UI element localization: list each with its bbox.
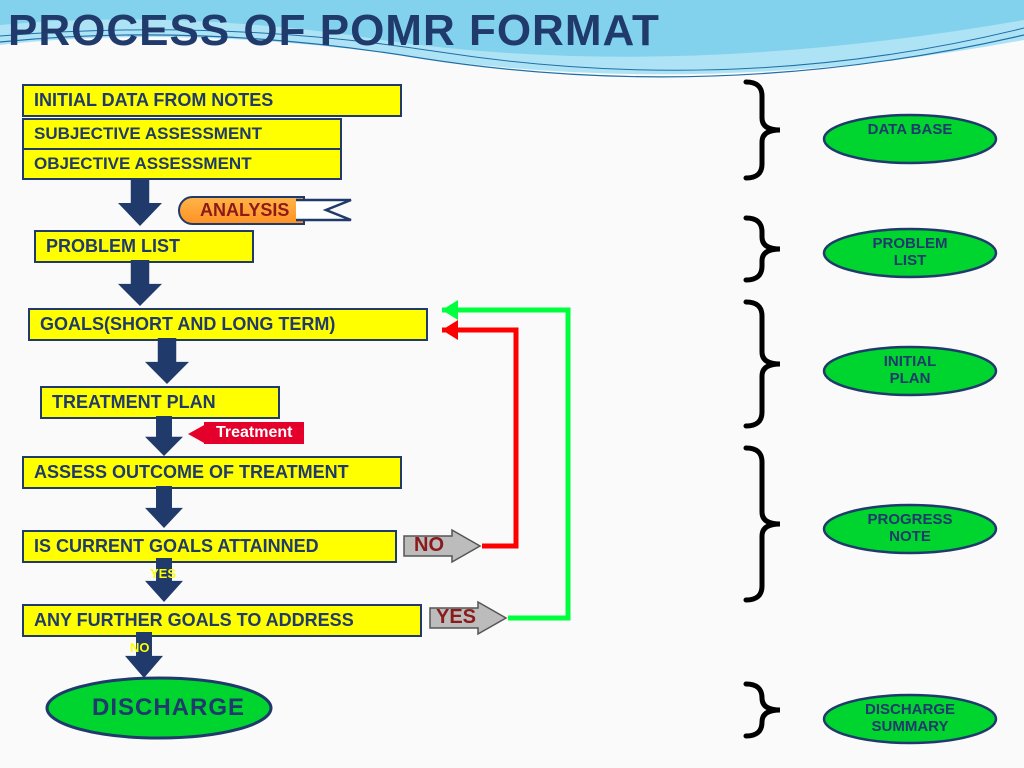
treatment-label: Treatment — [204, 422, 304, 444]
ellipse-text-problem: PROBLEMLIST — [820, 236, 1000, 269]
yes-inline-label: YES — [150, 566, 176, 581]
down-arrow-icon — [145, 416, 183, 456]
box-subjective: SUBJECTIVE ASSESSMENT — [22, 118, 342, 150]
down-arrow-icon — [118, 178, 162, 226]
box-further: ANY FURTHER GOALS TO ADDRESS — [22, 604, 422, 637]
brace-initial — [740, 298, 790, 430]
ellipse-text-initial: INITIALPLAN — [820, 354, 1000, 387]
discharge-text: DISCHARGE — [92, 694, 245, 722]
box-objective: OBJECTIVE ASSESSMENT — [22, 148, 342, 180]
no-label: NO — [414, 534, 444, 557]
brace-discharge — [740, 680, 790, 740]
box-initial_data: INITIAL DATA FROM NOTES — [22, 84, 402, 117]
box-goals: GOALS(SHORT AND LONG TERM) — [28, 308, 428, 341]
no-inline-label: NO — [130, 640, 150, 655]
box-problem_list: PROBLEM LIST — [34, 230, 254, 263]
green-feedback-line — [428, 292, 608, 630]
analysis-label: ANALYSIS — [178, 196, 305, 225]
down-arrow-icon — [118, 260, 162, 306]
ellipse-text-progress: PROGRESSNOTE — [820, 512, 1000, 545]
page-title: PROCESS OF POMR FORMAT — [8, 6, 660, 56]
brace-problem — [740, 214, 790, 284]
box-assess: ASSESS OUTCOME OF TREATMENT — [22, 456, 402, 489]
down-arrow-icon — [145, 486, 183, 528]
analysis-tail-icon — [296, 196, 366, 224]
ellipse-text-database: DATA BASE — [820, 122, 1000, 139]
treatment-arrow-icon — [186, 422, 206, 446]
yes-label: YES — [436, 606, 476, 629]
brace-database — [740, 78, 790, 182]
down-arrow-icon — [145, 338, 189, 384]
box-is_goals: IS CURRENT GOALS ATTAINNED — [22, 530, 397, 563]
ellipse-text-discharge: DISCHARGESUMMARY — [820, 702, 1000, 735]
box-treatment_plan: TREATMENT PLAN — [40, 386, 280, 419]
brace-progress — [740, 444, 790, 604]
